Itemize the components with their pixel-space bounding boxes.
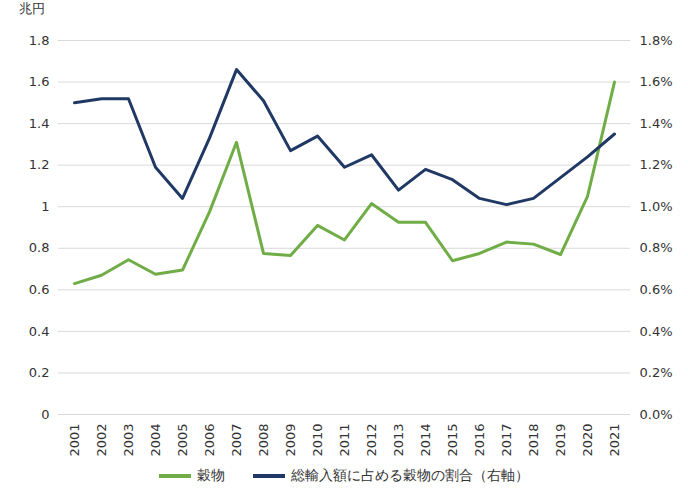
svg-text:2004: 2004 [148, 424, 163, 457]
svg-text:2019: 2019 [553, 424, 568, 457]
svg-text:1.6%: 1.6% [640, 74, 673, 89]
svg-text:1.0%: 1.0% [640, 199, 673, 214]
svg-text:2018: 2018 [526, 424, 541, 457]
svg-text:1.2%: 1.2% [640, 157, 673, 172]
svg-text:0.8: 0.8 [29, 240, 50, 255]
svg-text:2009: 2009 [283, 424, 298, 457]
svg-text:0.6%: 0.6% [640, 282, 673, 297]
svg-text:2002: 2002 [94, 424, 109, 457]
svg-text:2014: 2014 [418, 424, 433, 457]
svg-text:0.4: 0.4 [29, 324, 50, 339]
svg-text:1.4: 1.4 [29, 116, 50, 131]
svg-text:2001: 2001 [67, 424, 82, 457]
svg-text:2005: 2005 [175, 424, 190, 457]
html-text:穀物: 穀物 [197, 467, 225, 483]
svg-text:2012: 2012 [364, 424, 379, 457]
svg-text:1: 1 [41, 199, 49, 214]
svg-text:2011: 2011 [337, 424, 352, 457]
svg-text:2017: 2017 [499, 424, 514, 457]
svg-text:2013: 2013 [391, 424, 406, 457]
svg-text:0.2%: 0.2% [640, 365, 673, 380]
svg-text:2010: 2010 [310, 424, 325, 457]
svg-text:2020: 2020 [580, 424, 595, 457]
svg-text:1.4%: 1.4% [640, 116, 673, 131]
html-text:総輸入額に占める穀物の割合（右軸）: 総輸入額に占める穀物の割合（右軸） [291, 467, 529, 483]
svg-text:2003: 2003 [121, 424, 136, 457]
svg-text:0.4%: 0.4% [640, 324, 673, 339]
svg-text:0.6: 0.6 [29, 282, 50, 297]
svg-text:2015: 2015 [445, 424, 460, 457]
svg-text:2006: 2006 [202, 424, 217, 457]
svg-text:2007: 2007 [229, 424, 244, 457]
svg-text:兆円: 兆円 [19, 1, 45, 16]
svg-text:1.8%: 1.8% [640, 33, 673, 48]
svg-text:0.0%: 0.0% [640, 407, 673, 422]
svg-text:2021: 2021 [607, 424, 622, 457]
svg-text:0.8%: 0.8% [640, 240, 673, 255]
svg-text:2008: 2008 [256, 424, 271, 457]
svg-text:1.2: 1.2 [29, 157, 50, 172]
svg-text:1.6: 1.6 [29, 74, 50, 89]
svg-text:2016: 2016 [472, 424, 487, 457]
svg-text:0.2: 0.2 [29, 365, 50, 380]
svg-text:1.8: 1.8 [29, 33, 50, 48]
svg-text:0: 0 [41, 407, 49, 422]
